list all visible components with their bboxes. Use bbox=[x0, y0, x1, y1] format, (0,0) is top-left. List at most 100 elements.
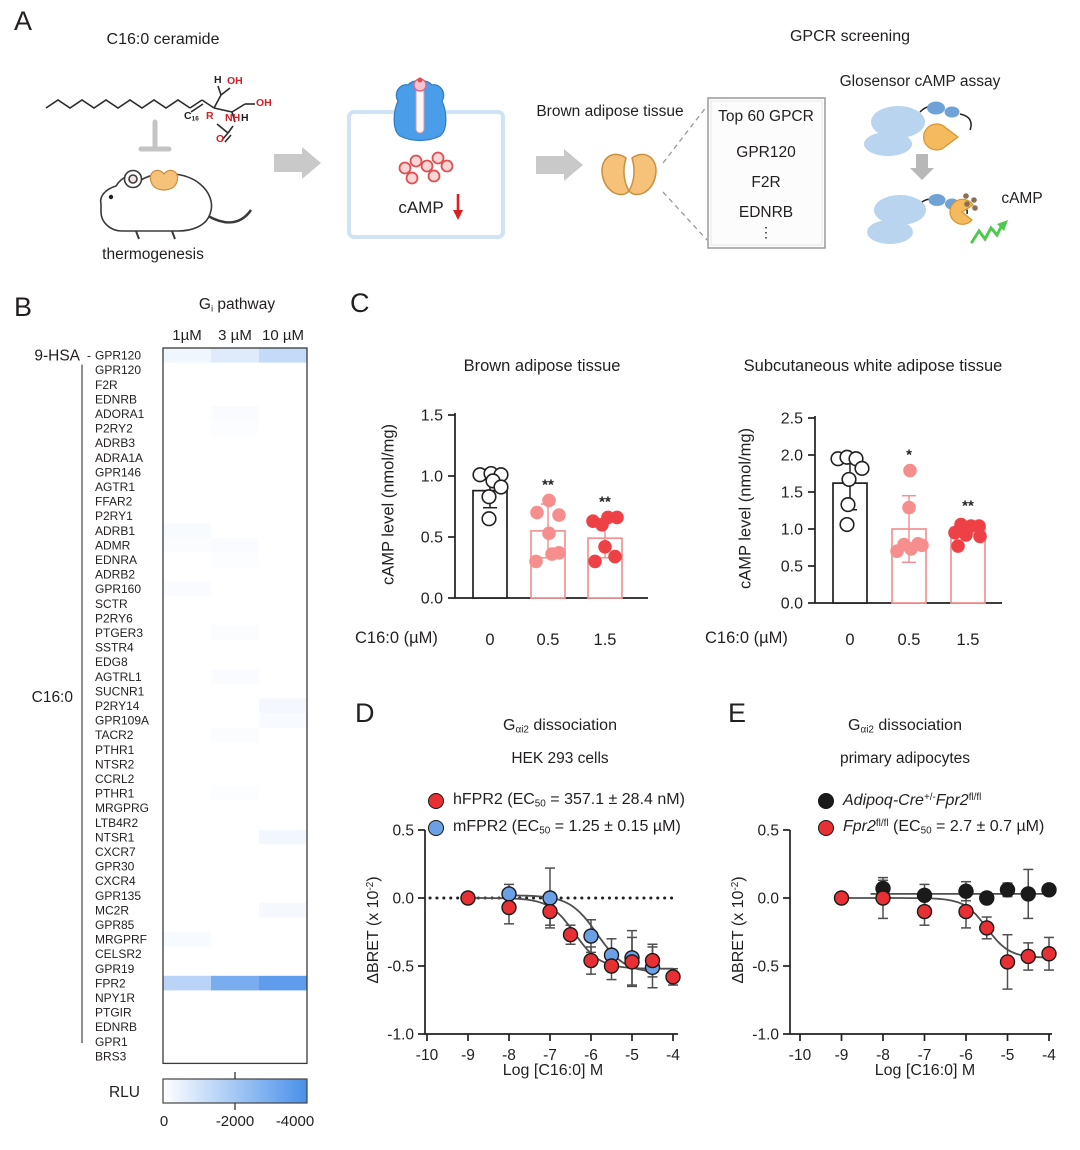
gene-label: ADMR bbox=[95, 538, 131, 552]
bond bbox=[217, 85, 222, 96]
glosensor-title: Glosensor cAMP assay bbox=[839, 73, 1001, 90]
gene-label: BRS3 bbox=[95, 1049, 127, 1063]
heatmap-cell bbox=[211, 348, 259, 363]
y-tick-label: 0.5 bbox=[757, 823, 779, 840]
gene-label: GPR160 bbox=[95, 582, 141, 596]
gpcr-box-item: EDNRB bbox=[738, 204, 794, 221]
heatmap-cell bbox=[259, 975, 307, 991]
gene-label: GPR109A bbox=[95, 714, 149, 728]
x-tick-label: -4 bbox=[1042, 1047, 1056, 1064]
data-point bbox=[624, 954, 640, 970]
data-point bbox=[1020, 948, 1036, 965]
swat-chart-title: Subcutaneous white adipose tissue bbox=[743, 357, 1003, 375]
data-point bbox=[1041, 946, 1057, 962]
glosensor-diagram-top bbox=[864, 101, 972, 156]
bat-y-axis-title: cAMP level (nmol/mg) bbox=[379, 423, 398, 586]
linker-domain bbox=[944, 106, 960, 118]
bat-lobes bbox=[601, 153, 657, 196]
swat-bar-chart: 0.0 0.5 1.0 1.5 2.0 2.5 0 * 0.5 ** 1.5 bbox=[781, 411, 1002, 649]
significance-stars: ** bbox=[962, 498, 974, 515]
gene-label: P2RY2 bbox=[95, 422, 133, 436]
inhibition-bar bbox=[138, 119, 172, 152]
x-tick-label: -6 bbox=[959, 1047, 973, 1064]
double-bond bbox=[190, 103, 204, 113]
ceramide-structure bbox=[45, 85, 255, 143]
bond bbox=[213, 107, 233, 113]
gene-label: AGTR1 bbox=[95, 480, 135, 494]
data-point bbox=[958, 903, 974, 920]
gpcr-box-ellipsis: ⋮ bbox=[759, 224, 773, 240]
mouse-leg bbox=[135, 230, 140, 240]
data-point bbox=[610, 510, 624, 525]
data-point bbox=[598, 539, 612, 554]
hek-y-axis-title: ΔBRET (x 10-2) bbox=[365, 780, 383, 1080]
luciferase-lobe bbox=[867, 220, 913, 244]
data-point bbox=[608, 549, 622, 564]
x-tick-label: -5 bbox=[625, 1047, 639, 1064]
data-point bbox=[529, 554, 543, 569]
gene-label: CCRL2 bbox=[95, 772, 135, 786]
text-part: Adipoq-Cre bbox=[843, 791, 924, 809]
adipocyte-x-axis-title: Log [C16:0] M bbox=[874, 1062, 976, 1079]
panel-b-label: B bbox=[14, 292, 33, 322]
text-part: = 2.7 ± 0.7 µM) bbox=[931, 818, 1045, 836]
camp-down-arrow-icon bbox=[453, 194, 463, 220]
colorbar-title: RLU bbox=[109, 1084, 140, 1101]
gene-label: MC2R bbox=[95, 903, 129, 917]
swat-y-axis-title: cAMP level (nmol/mg) bbox=[736, 427, 755, 590]
mouse-leg bbox=[171, 230, 176, 240]
dashed-connectors bbox=[662, 105, 708, 241]
heatmap-cell bbox=[163, 523, 211, 538]
gpcr-receptor-icon bbox=[393, 77, 447, 142]
x-tick-label: -8 bbox=[502, 1047, 516, 1064]
significance-stars: ** bbox=[599, 493, 611, 510]
y-tick-label: -1.0 bbox=[387, 1027, 414, 1044]
gene-label: EDG8 bbox=[95, 655, 128, 669]
data-point bbox=[833, 890, 850, 906]
gpcr-box-title: Top 60 GPCR bbox=[718, 108, 814, 125]
gene-label: EDNRB bbox=[95, 392, 137, 406]
gene-label: NTSR2 bbox=[95, 757, 135, 771]
y-tick-label: 1.0 bbox=[781, 522, 803, 539]
gene-label: NPY1R bbox=[95, 991, 135, 1005]
legend-marker-icon bbox=[818, 819, 834, 836]
data-point bbox=[903, 463, 917, 478]
group-label-c16: C16:0 bbox=[32, 689, 74, 706]
gene-label: TACR2 bbox=[95, 728, 134, 742]
gene-label: ADORA1 bbox=[95, 407, 145, 421]
data-point bbox=[902, 500, 916, 515]
concentration-header: 3 µM bbox=[218, 327, 252, 344]
camp-label-2: cAMP bbox=[1001, 190, 1043, 207]
gpcr-box-item: GPR120 bbox=[736, 144, 796, 161]
text-part: +/- bbox=[923, 791, 936, 803]
data-point bbox=[999, 954, 1016, 970]
x-tick-label: -6 bbox=[584, 1047, 598, 1064]
data-point bbox=[501, 886, 517, 902]
heatmap-cell bbox=[211, 975, 259, 991]
text-part: -2 bbox=[730, 881, 742, 891]
y-tick-label: 0.5 bbox=[421, 530, 443, 547]
significance-stars: ** bbox=[542, 476, 554, 493]
text-part: 50 bbox=[920, 825, 932, 837]
gene-label: NTSR1 bbox=[95, 830, 135, 844]
y-tick-label: 0.5 bbox=[392, 823, 414, 840]
adipocyte-chart-title: Gαi2 dissociation bbox=[848, 717, 962, 735]
group-label-9hsa: 9-HSA bbox=[34, 347, 80, 364]
legend-label: hFPR2 (EC50 = 357.1 ± 28.4 nM) bbox=[453, 791, 685, 809]
data-point bbox=[973, 529, 987, 544]
data-point bbox=[552, 508, 566, 522]
text-part: ΔBRET (x 10 bbox=[730, 890, 747, 984]
x-tick-label: -8 bbox=[876, 1047, 890, 1064]
luciferase-lobe bbox=[864, 132, 912, 156]
gene-label: GPR1 bbox=[95, 1035, 128, 1049]
bat-chart-title: Brown adipose tissue bbox=[463, 357, 621, 375]
arrow-down-icon bbox=[910, 154, 934, 180]
colorbar-tick-label: 0 bbox=[160, 1113, 168, 1130]
heatmap-cell bbox=[163, 975, 211, 991]
colorbar-tick-label: -4000 bbox=[276, 1113, 314, 1130]
significance-stars: * bbox=[906, 447, 912, 464]
heatmap-cell bbox=[259, 902, 307, 918]
heatmap-border bbox=[162, 347, 308, 1065]
y-tick-label: 0.0 bbox=[757, 891, 779, 908]
